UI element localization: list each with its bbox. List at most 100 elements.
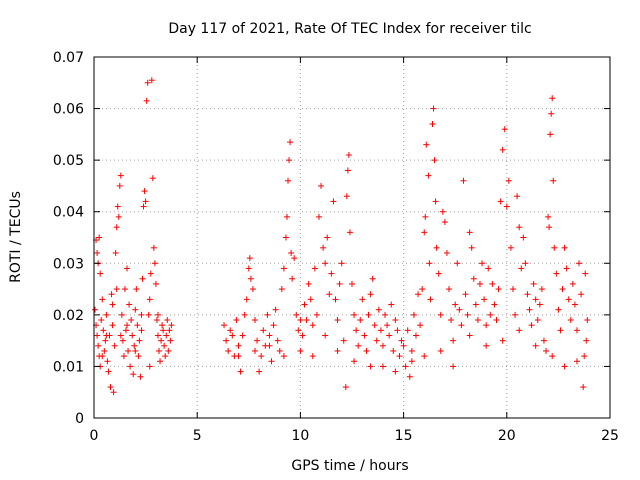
y-tick-label: 0.04 <box>53 205 84 221</box>
data-point <box>99 353 106 360</box>
data-point <box>104 358 111 365</box>
data-point <box>430 105 437 112</box>
data-point <box>454 260 461 267</box>
data-point <box>152 280 159 287</box>
data-point <box>334 347 341 354</box>
data-point <box>161 342 168 349</box>
data-point <box>423 141 430 148</box>
data-point <box>223 337 230 344</box>
data-point <box>437 311 444 318</box>
data-point <box>466 229 473 236</box>
data-point <box>266 332 273 339</box>
data-point <box>526 306 533 313</box>
data-point <box>485 265 492 272</box>
data-point <box>553 270 560 277</box>
data-point <box>288 249 295 256</box>
data-point <box>489 280 496 287</box>
data-point <box>136 337 143 344</box>
data-point <box>534 317 541 324</box>
data-point <box>432 198 439 205</box>
data-point <box>103 311 110 318</box>
data-point <box>373 337 380 344</box>
data-point <box>109 301 116 308</box>
data-point <box>241 311 248 318</box>
data-point <box>402 363 409 370</box>
data-point <box>466 332 473 339</box>
data-point <box>516 224 523 231</box>
data-point <box>114 203 121 210</box>
data-point <box>555 306 562 313</box>
data-point <box>346 229 353 236</box>
data-point <box>417 322 424 329</box>
data-point <box>124 322 131 329</box>
data-point <box>96 234 103 241</box>
data-point <box>516 327 523 334</box>
data-point <box>285 177 292 184</box>
data-point <box>429 121 436 128</box>
data-points <box>92 77 591 396</box>
data-point <box>221 322 228 329</box>
data-point <box>559 286 566 293</box>
data-point <box>119 337 126 344</box>
data-point <box>166 327 173 334</box>
data-point <box>520 234 527 241</box>
data-point <box>390 347 397 354</box>
data-point <box>107 384 114 391</box>
data-point <box>343 193 350 200</box>
data-point <box>532 296 539 303</box>
data-point <box>456 306 463 313</box>
data-point <box>144 79 151 86</box>
data-point <box>102 337 109 344</box>
data-point <box>122 327 129 334</box>
data-point <box>251 347 258 354</box>
data-point <box>280 353 287 360</box>
data-point <box>431 157 438 164</box>
data-point <box>278 286 285 293</box>
data-point <box>282 234 289 241</box>
data-point <box>371 322 378 329</box>
data-point <box>493 317 500 324</box>
data-point <box>388 301 395 308</box>
data-point <box>396 353 403 360</box>
y-axis-label: ROTI / TECUs <box>8 191 24 283</box>
data-point <box>299 332 306 339</box>
data-point <box>557 327 564 334</box>
data-point <box>408 358 415 365</box>
data-point <box>359 296 366 303</box>
data-point <box>426 260 433 267</box>
data-point <box>342 384 349 391</box>
grid <box>94 57 610 418</box>
data-point <box>518 265 525 272</box>
data-point <box>311 265 318 272</box>
axis-ticks: 0 5 10 15 20 25 0 0.01 0.02 0.03 0.04 0.05 0.06 0.07 <box>53 50 619 444</box>
data-point <box>138 311 145 318</box>
data-point <box>99 296 106 303</box>
data-point <box>109 322 116 329</box>
data-point <box>98 317 105 324</box>
x-axis-label: GPS time / hours <box>291 458 408 474</box>
data-point <box>142 198 149 205</box>
data-point <box>286 157 293 164</box>
data-point <box>415 291 422 298</box>
x-tick-label: 25 <box>601 428 619 444</box>
data-point <box>369 275 376 282</box>
data-point <box>121 286 128 293</box>
data-point <box>460 177 467 184</box>
data-point <box>487 311 494 318</box>
data-point <box>462 291 469 298</box>
data-point <box>235 353 242 360</box>
data-point <box>384 322 391 329</box>
chart-title: Day 117 of 2021, Rate Of TEC Index for r… <box>168 21 531 37</box>
data-point <box>124 265 131 272</box>
data-point <box>137 373 144 380</box>
data-point <box>499 337 506 344</box>
data-point <box>379 342 386 349</box>
data-point <box>225 347 232 354</box>
data-point <box>168 322 175 329</box>
data-point <box>452 301 459 308</box>
data-point <box>243 296 250 303</box>
data-point <box>355 342 362 349</box>
data-point <box>448 317 455 324</box>
